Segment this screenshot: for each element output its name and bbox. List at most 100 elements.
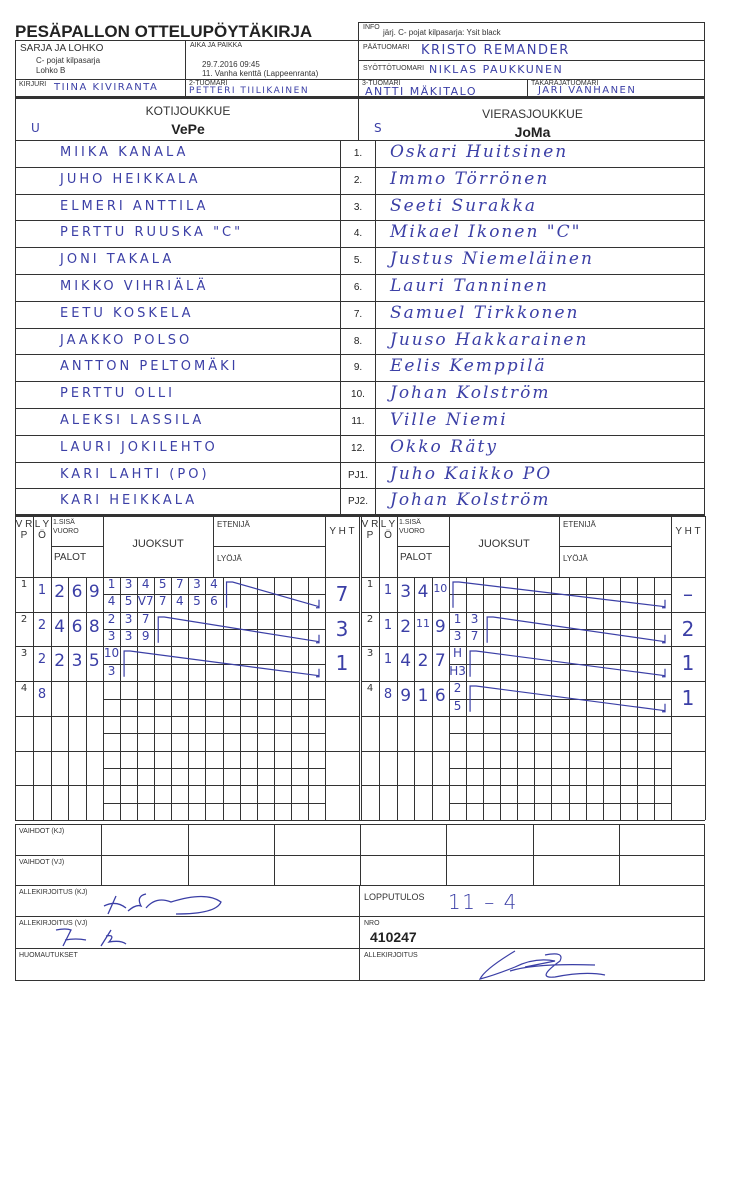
home-player-name: ELMERI ANTTILA	[60, 198, 209, 214]
home-player-name: LAURI JOKILEHTO	[60, 439, 218, 455]
away-player-name: Justus Niemeläinen	[390, 249, 594, 270]
runner-path-line	[469, 685, 666, 713]
run-bottom-value: 7	[158, 594, 167, 609]
inning-number: 4	[20, 683, 28, 695]
palo-value: 3	[400, 582, 412, 602]
run-top-value: 3	[470, 611, 479, 626]
away-juoksut-header: JUOKSUT	[478, 538, 530, 550]
grid-line	[585, 577, 587, 820]
grid-line	[205, 577, 207, 820]
runner-path-line	[486, 616, 666, 644]
lyo-value: 2	[37, 652, 47, 668]
home-player-name: PERTTU OLLI	[60, 386, 175, 402]
run-bottom-value: 3	[124, 629, 133, 644]
grid-line	[103, 663, 325, 665]
home-player-name: KARI LAHTI (PO)	[60, 466, 210, 482]
yht-value: 1	[335, 651, 349, 676]
grid-line	[449, 733, 671, 735]
grid-line	[307, 577, 309, 820]
home-vrp-header: V R P	[15, 519, 33, 541]
palo-value: 1	[417, 686, 429, 707]
home-team-label: KOTIJOUKKUE	[145, 104, 231, 118]
home-player-name: ANTTON PELTOMÄKI	[60, 359, 239, 375]
grid-line	[103, 594, 325, 596]
grid-line	[15, 715, 359, 717]
lohko-value: Lohko B	[36, 66, 66, 75]
grid-line	[51, 516, 52, 820]
home-yht-header: Y H T	[329, 526, 355, 537]
grid-line	[273, 577, 275, 820]
home-player-name: EETU KOSKELA	[60, 305, 194, 321]
away-vrp-header: V R P	[361, 519, 379, 541]
run-top-value: 3	[124, 577, 133, 591]
run-bottom-value: 5	[193, 594, 201, 609]
run-bottom-value: 3	[107, 629, 116, 644]
away-player-name: Lauri Tanninen	[390, 276, 549, 296]
away-player-name: Oskari Huitsinen	[390, 142, 569, 162]
grid-line	[466, 577, 468, 820]
runner-path-line	[225, 581, 320, 609]
lyo-value: 1	[383, 617, 393, 633]
divider	[15, 96, 705, 99]
grid-line	[397, 516, 398, 820]
away-team-label: VIERASJOUKKUE	[482, 107, 583, 121]
grid-line	[671, 516, 672, 820]
grid-line	[15, 646, 359, 648]
player-number-cell: PJ1.	[340, 461, 376, 490]
grid-line	[290, 577, 292, 820]
grid-line	[449, 629, 671, 631]
grid-line	[51, 546, 103, 547]
grid-line	[68, 577, 70, 820]
run-bottom-value: 9	[141, 629, 150, 644]
grid-line	[653, 577, 655, 820]
home-player-name: MIKKO VIHRIÄLÄ	[60, 279, 209, 294]
grid-line	[256, 577, 258, 820]
away-team-name: JoMa	[514, 124, 551, 140]
home-juoksut-header: JUOKSUT	[132, 538, 184, 550]
info-label: INFO	[363, 24, 380, 31]
home-lyoja-header: LYÖJÄ	[217, 554, 242, 563]
palo-value: 7	[434, 651, 446, 672]
run-bottom-value: 3	[107, 663, 116, 678]
palo-value: 6	[434, 686, 446, 707]
aika-label: AIKA JA PAIKKA	[190, 42, 243, 49]
home-team-box: KOTIJOUKKUE VePe U	[15, 98, 359, 141]
inning-number: 3	[366, 648, 374, 660]
paatuomari-box: PÄÄTUOMARI KRISTO REMANDER	[358, 40, 705, 61]
away-player-row	[375, 488, 705, 517]
home-player-name: JONI TAKALA	[60, 252, 175, 268]
grid-line	[325, 516, 326, 820]
palo-value: 2	[54, 651, 66, 672]
grid-line	[103, 802, 325, 804]
run-top-value: 10	[103, 646, 120, 661]
lopputulos-value: 11 – 4	[448, 890, 518, 914]
takaraja-value: JARI VANHANEN	[538, 85, 637, 96]
run-bottom-value: 5	[124, 594, 133, 609]
huomautukset-box: HUOMAUTUKSET	[15, 948, 360, 981]
lopputulos-label: LOPPUTULOS	[364, 892, 425, 902]
lyo-value: 1	[383, 652, 393, 668]
away-player-name: Juuso Hakkarainen	[390, 329, 589, 350]
home-player-name: JAAKKO POLSO	[60, 332, 193, 348]
palo-value: 11	[415, 616, 430, 630]
player-number-cell: 10.	[340, 381, 376, 409]
player-number-cell: 9.	[340, 354, 376, 383]
lyo-value: 1	[383, 583, 393, 598]
grid-line	[103, 767, 325, 769]
kirjuri-label: KIRJURI	[19, 81, 47, 88]
tuomari3-label: 3-TUOMARI	[362, 80, 401, 87]
palo-value: 4	[400, 651, 412, 672]
grid-line	[33, 516, 34, 820]
runner-path-line	[123, 650, 320, 678]
away-etenija-header: ETENIJÄ	[563, 520, 596, 529]
takaraja-label: TAKARAJATUOMARI	[531, 80, 599, 87]
grid-line	[222, 577, 224, 820]
yht-value: 7	[335, 582, 349, 606]
allekirjoitus-vj-label: ALLEKIRJOITUS (VJ)	[19, 920, 88, 927]
run-bottom-value: 4	[107, 594, 116, 609]
grid-line	[154, 577, 156, 820]
sheet-title: PESÄPALLON OTTELUPÖYTÄKIRJA	[15, 22, 313, 41]
run-top-value: 1	[107, 577, 116, 591]
player-number-cell: 1.	[340, 140, 376, 168]
